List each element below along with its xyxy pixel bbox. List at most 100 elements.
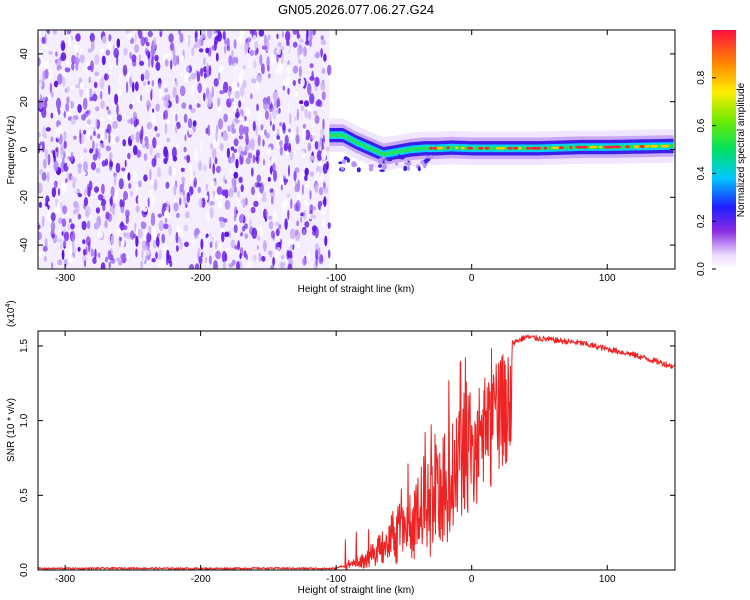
noise-speckle [143, 153, 148, 162]
noise-speckle [302, 123, 307, 129]
y-tick-label: 1.5 [19, 339, 30, 353]
noise-speckle [74, 57, 80, 65]
noise-speckle [295, 133, 300, 145]
noise-speckle [39, 168, 44, 175]
noise-speckle [183, 224, 189, 232]
noise-speckle [57, 73, 63, 85]
noise-speckle [263, 99, 269, 111]
noise-speckle [158, 220, 164, 232]
noise-speckle [204, 256, 208, 264]
noise-speckle [282, 85, 286, 91]
colorbar-tick-label: 0.0 [696, 262, 707, 276]
noise-speckle [236, 261, 240, 269]
noise-speckle [172, 86, 177, 99]
noise-speckle [168, 33, 174, 43]
noise-speckle [233, 148, 238, 153]
noise-speckle [112, 44, 115, 50]
noise-speckle [123, 232, 127, 238]
noise-speckle [57, 238, 63, 243]
noise-speckle [199, 141, 203, 153]
noise-speckle [304, 174, 308, 182]
noise-speckle [179, 32, 184, 44]
noise-speckle [91, 39, 95, 51]
noise-speckle [316, 99, 322, 106]
noise-speckle [122, 198, 125, 208]
noise-speckle [92, 140, 95, 152]
noise-speckle [178, 226, 184, 238]
noise-speckle [327, 222, 331, 229]
spectrogram-y-label: Frequency (Hz) [6, 116, 17, 185]
noise-speckle [101, 183, 105, 195]
noise-speckle [123, 47, 128, 56]
noise-speckle [297, 49, 301, 58]
noise-speckle [146, 99, 150, 106]
noise-speckle [134, 31, 137, 43]
noise-speckle [113, 174, 117, 187]
noise-speckle [255, 81, 260, 92]
noise-speckle [109, 197, 112, 205]
noise-speckle [125, 232, 131, 240]
noise-speckle [181, 176, 186, 182]
noise-speckle [173, 184, 177, 196]
noise-speckle [138, 53, 142, 63]
noise-speckle [87, 65, 92, 71]
noise-speckle [292, 80, 296, 86]
ridge-fragment [368, 164, 374, 168]
noise-speckle [197, 186, 201, 194]
noise-speckle [222, 81, 229, 94]
noise-speckle [292, 30, 298, 35]
noise-speckle [121, 167, 126, 172]
noise-speckle [81, 133, 85, 145]
spectrogram-x-axis: -300 -200 -100 0 100 [55, 30, 616, 284]
noise-speckle [198, 198, 203, 208]
noise-speckle [70, 175, 75, 181]
ridge-fragment [338, 161, 343, 164]
noise-speckle [50, 220, 56, 233]
noise-speckle [65, 178, 68, 183]
noise-speckle [229, 168, 232, 175]
noise-speckle [82, 97, 88, 110]
noise-speckle [66, 157, 70, 168]
noise-speckle [137, 228, 143, 239]
noise-speckle [38, 201, 43, 208]
noise-speckle [278, 176, 284, 187]
noise-speckle [272, 209, 277, 222]
noise-speckle [253, 60, 257, 69]
noise-speckle [209, 206, 214, 219]
noise-speckle [219, 219, 225, 228]
noise-speckle [290, 198, 293, 209]
noise-speckle [233, 171, 239, 179]
noise-speckle [99, 48, 105, 53]
noise-speckle [305, 180, 310, 188]
noise-speckle [251, 186, 255, 196]
noise-speckle [41, 171, 47, 181]
noise-speckle [245, 197, 248, 206]
noise-speckle [271, 196, 274, 205]
noise-speckle [117, 88, 122, 96]
noise-speckle [66, 86, 70, 93]
y-tick-label: 1.0 [19, 413, 30, 427]
noise-speckle [287, 87, 290, 95]
noise-speckle [244, 233, 249, 240]
noise-speckle [67, 35, 72, 47]
noise-speckle [146, 88, 149, 94]
noise-speckle [256, 235, 261, 241]
snr-y-label: SNR (10 * v/v) [6, 398, 17, 462]
noise-speckle [129, 230, 135, 240]
noise-speckle [249, 218, 252, 227]
noise-speckle [314, 52, 320, 59]
noise-speckle [143, 174, 148, 182]
noise-speckle [283, 199, 289, 208]
noise-speckle [237, 82, 240, 88]
noise-speckle [95, 106, 100, 112]
noise-speckle [87, 241, 91, 253]
noise-speckle [125, 254, 130, 260]
noise-speckle [247, 152, 253, 159]
noise-speckle [109, 58, 113, 70]
noise-speckle [240, 184, 244, 193]
noise-speckle [147, 197, 150, 208]
ridge-cyan-band [329, 131, 674, 159]
noise-speckle [43, 158, 47, 169]
noise-speckle [100, 262, 106, 269]
noise-speckle [38, 224, 41, 229]
